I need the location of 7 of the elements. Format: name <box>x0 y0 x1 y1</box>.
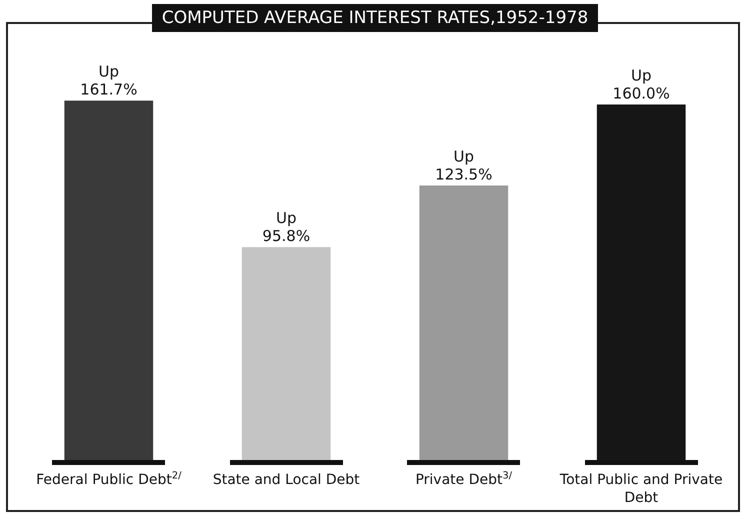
data-label: Up 123.5% <box>435 148 492 184</box>
data-label: Up 161.7% <box>80 62 138 99</box>
data-label: Up 95.8% <box>262 209 310 246</box>
x-tick-label: Total Public and Private Debt <box>558 472 723 506</box>
data-label: Up 160.0% <box>612 66 670 102</box>
x-tick-label: State and Local Debt <box>212 472 360 488</box>
chart-title: COMPUTED AVERAGE INTEREST RATES,1952-1978 <box>152 4 598 32</box>
